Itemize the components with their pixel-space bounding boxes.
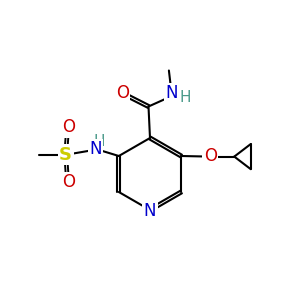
Text: S: S [59,146,72,164]
Text: N: N [166,84,178,102]
Text: O: O [116,84,129,102]
Text: H: H [94,134,105,148]
Text: O: O [62,118,75,136]
Text: H: H [180,90,191,105]
Text: O: O [62,173,75,191]
Text: N: N [144,202,156,220]
Text: O: O [204,147,217,165]
Text: N: N [89,140,102,158]
